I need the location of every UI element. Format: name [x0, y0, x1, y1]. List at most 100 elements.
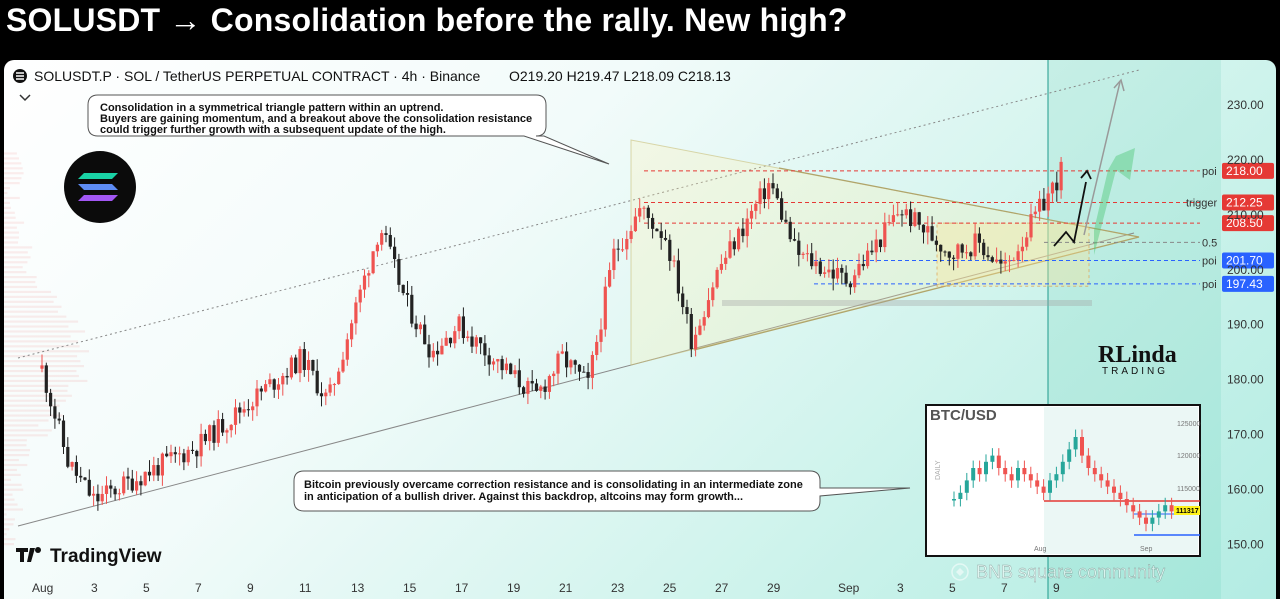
candle-body [315, 370, 319, 394]
candle-body [268, 379, 272, 385]
candle-body [926, 226, 930, 233]
candle-body [491, 361, 496, 365]
price-axis[interactable]: 230.00 220.00 210.00 200.00 190.00 180.00 170.… [1227, 98, 1264, 552]
candle-body [122, 476, 126, 494]
candle-body [810, 253, 814, 267]
volume-bar [4, 216, 16, 219]
candle-body [526, 380, 530, 394]
candle-body [990, 257, 994, 262]
candle-body [801, 253, 805, 255]
volume-bar [4, 261, 28, 264]
volume-bar [4, 409, 52, 412]
time-tick: 7 [1001, 581, 1008, 595]
candle-body [672, 260, 676, 262]
candle-body [242, 409, 246, 413]
candle-body [565, 351, 569, 368]
price-tag [1222, 275, 1274, 292]
candle-body [178, 453, 182, 455]
time-tick: 5 [949, 581, 956, 595]
volume-bar [4, 365, 85, 368]
price-tick: 210.00 [1227, 208, 1264, 222]
candle-body [40, 365, 44, 369]
candle-body [620, 249, 625, 251]
candle-body [195, 450, 199, 457]
candle-body [504, 363, 508, 371]
candle-body [100, 493, 104, 502]
volume-bar [4, 473, 21, 476]
arrow-head-grey-icon [1113, 78, 1125, 92]
candle-body [930, 226, 934, 241]
candle-body [147, 471, 152, 476]
liquidity-bar [722, 300, 1092, 306]
candle-body [83, 477, 87, 480]
candle-body [453, 331, 457, 344]
price-tick: 230.00 [1227, 98, 1264, 112]
candlestick-chart[interactable]: SOLUSDT.P · SOL / TetherUS PERPETUAL CON… [4, 60, 1276, 599]
time-tick: 15 [403, 581, 417, 595]
candle-body [724, 257, 728, 264]
volume-bar [4, 177, 22, 180]
candle-body [371, 251, 375, 274]
time-tick: 23 [611, 581, 625, 595]
candle-body [1059, 161, 1063, 191]
candle-body [663, 237, 668, 240]
chevron-down-icon[interactable] [19, 94, 31, 102]
candle-body [835, 267, 840, 279]
volume-bar [4, 503, 18, 506]
volume-bar [4, 206, 11, 209]
triangle-support [693, 236, 1140, 351]
inset-x-tick-aug: Aug [1034, 546, 1047, 553]
candle-body [169, 452, 173, 457]
candle-body [651, 217, 655, 229]
candle-body [964, 252, 969, 254]
volume-bar [4, 275, 37, 279]
inset-candle-body [1048, 480, 1052, 493]
volume-bar [4, 429, 52, 432]
green-arrow [1094, 148, 1135, 255]
volume-bar [4, 231, 19, 234]
volume-bar [4, 543, 15, 546]
candle-body [367, 273, 371, 276]
price-tick: 200.00 [1227, 263, 1264, 277]
inset-candle-body [971, 468, 976, 481]
candle-body [294, 357, 298, 374]
time-tick: 3 [91, 581, 98, 595]
candle-body [324, 392, 328, 397]
volume-bar [4, 538, 16, 541]
candle-body [358, 289, 362, 303]
candle-body [466, 336, 470, 339]
volume-bar [4, 463, 28, 467]
volume-bar [4, 157, 20, 160]
annotation-line-2: Buyers are gaining momentum, and a break… [100, 113, 532, 125]
volume-bar [4, 369, 77, 373]
candle-body [638, 208, 642, 217]
candle-body [130, 478, 134, 491]
candle-body [534, 383, 539, 391]
volume-bar [4, 454, 30, 457]
volume-bar [4, 384, 69, 387]
candle-body [139, 481, 143, 486]
linda-trading-logo: RLinda TRADING [1098, 342, 1177, 377]
chart-panel[interactable]: SOLUSDT.P · SOL / TetherUS PERPETUAL CON… [4, 60, 1276, 599]
candle-body [732, 241, 736, 250]
candle-body [500, 359, 504, 371]
volume-bar [4, 488, 24, 491]
level-label: poi [1202, 166, 1217, 178]
inset-candle-body [1035, 480, 1040, 487]
candle-body [208, 425, 212, 442]
candle-body [281, 375, 285, 385]
candle-body [878, 239, 883, 248]
candle-body [143, 471, 147, 486]
inset-candle-body [1073, 437, 1078, 450]
inset-candle-body [990, 455, 995, 462]
candle-body [87, 479, 91, 496]
time-axis[interactable]: Aug 3 5 7 9 11 13 15 17 19 21 23 25 27 29 Sep 3 5 7 9 [32, 581, 1060, 595]
candle-body [608, 270, 612, 287]
btc-inset-chart: BTC/USD DAILY 125000 120000 115000 11131… [925, 404, 1201, 557]
volume-bar [4, 186, 10, 190]
inset-candle-body [958, 492, 963, 499]
candle-body [921, 224, 926, 233]
bnb-icon [956, 568, 964, 576]
candle-body [117, 493, 121, 495]
candle-body [904, 209, 908, 216]
